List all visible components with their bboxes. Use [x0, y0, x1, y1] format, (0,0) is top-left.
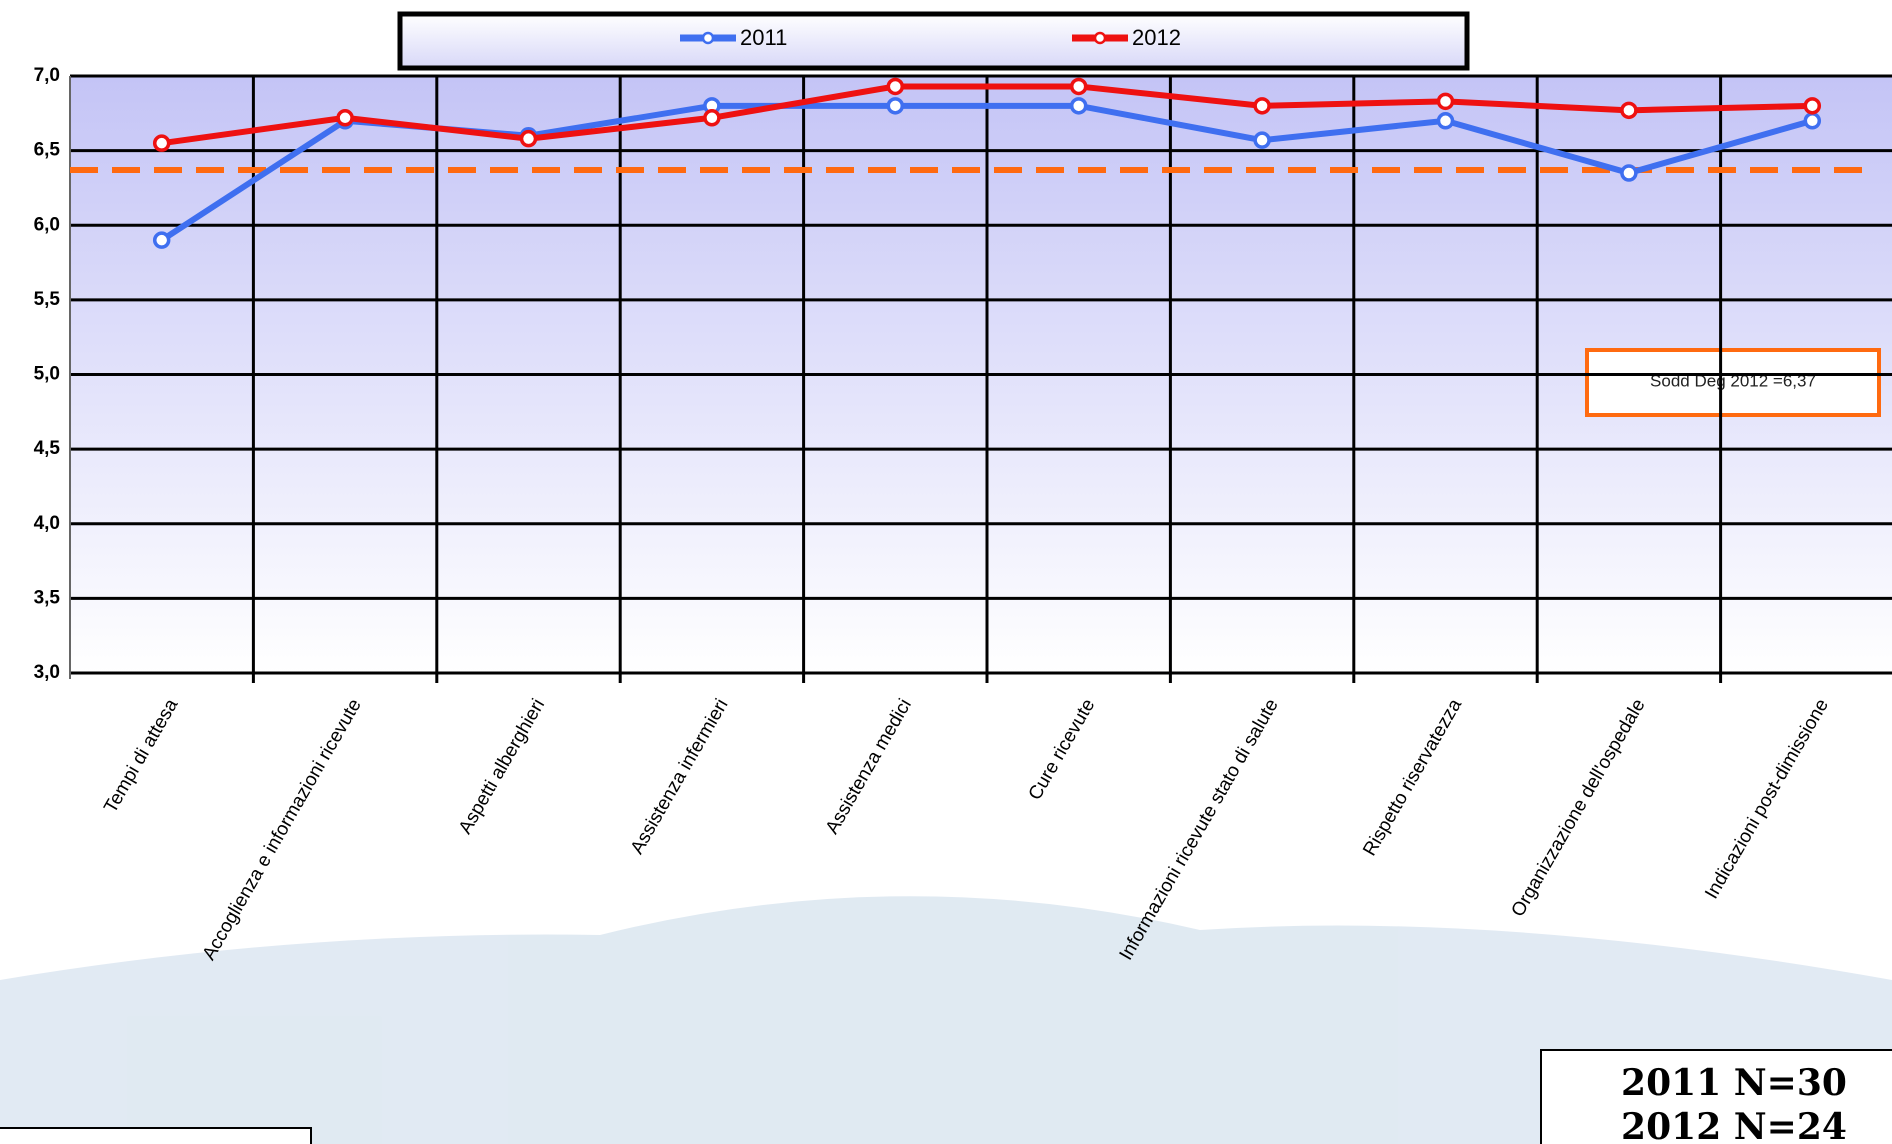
legend-label: 2012: [1132, 25, 1181, 50]
legend-marker: [701, 31, 715, 45]
point: [1803, 97, 1822, 115]
x-tick-label: Tempi di attesa: [100, 695, 182, 817]
legend-label: 2011: [740, 25, 787, 50]
partial-box: [0, 1127, 312, 1144]
x-tick-label: Aspetti alberghieri: [455, 696, 549, 838]
point: [1253, 131, 1271, 149]
point: [152, 134, 171, 152]
point: [703, 109, 721, 127]
point: [1620, 101, 1638, 120]
point: [1803, 112, 1822, 130]
point: [1069, 77, 1088, 96]
y-tick-label: 5,5: [34, 289, 61, 310]
annotation: Sodd Deg 2012 =6,37: [1650, 371, 1816, 390]
y-tick-label: 3,5: [34, 587, 61, 608]
point: [886, 97, 905, 115]
note: 2012 N=24: [1621, 1106, 1847, 1144]
x-tick-label: Assistenza infermieri: [627, 696, 733, 858]
x-tick-label: Indicazioni post-dimissione: [1701, 696, 1833, 903]
x-tick-label: Informazioni ricevute stato di salute: [1116, 696, 1283, 964]
y-tick-label: 3,0: [34, 662, 60, 683]
series-line: [161, 83, 1813, 147]
point: [1069, 97, 1088, 115]
point: [336, 109, 354, 127]
legend-marker: [1093, 31, 1107, 45]
annotation-box: [1585, 348, 1881, 417]
x-tick-label: Rispetto riservatezza: [1359, 695, 1466, 860]
y-tick-label: 4,0: [34, 513, 60, 534]
point: [152, 231, 171, 249]
plot-layer: [69, 74, 1892, 683]
x-tick-label: Accoglienza e informazioni ricevute: [199, 696, 366, 964]
point: [1436, 112, 1455, 130]
x-tick-label: Cure ricevute: [1025, 696, 1100, 804]
point: [886, 77, 905, 96]
y-tick-label: 7,0: [34, 65, 60, 86]
x-tick-label: Organizzazione dell'ospedale: [1508, 696, 1650, 921]
point: [1436, 92, 1455, 111]
y-tick-label: 6,0: [34, 214, 60, 235]
point: [1253, 97, 1271, 115]
point: [519, 129, 538, 148]
legend: [397, 11, 1470, 71]
note-box: [1540, 1049, 1892, 1144]
point: [1620, 164, 1638, 182]
x-tick-label: Assistenza medici: [822, 696, 916, 838]
background-image: [0, 896, 1892, 1144]
y-tick-label: 4,5: [34, 438, 61, 459]
y-tick-label: 5,0: [34, 364, 60, 385]
note: 2011 N=30: [1621, 1062, 1847, 1104]
y-tick-label: 6,5: [34, 140, 61, 161]
